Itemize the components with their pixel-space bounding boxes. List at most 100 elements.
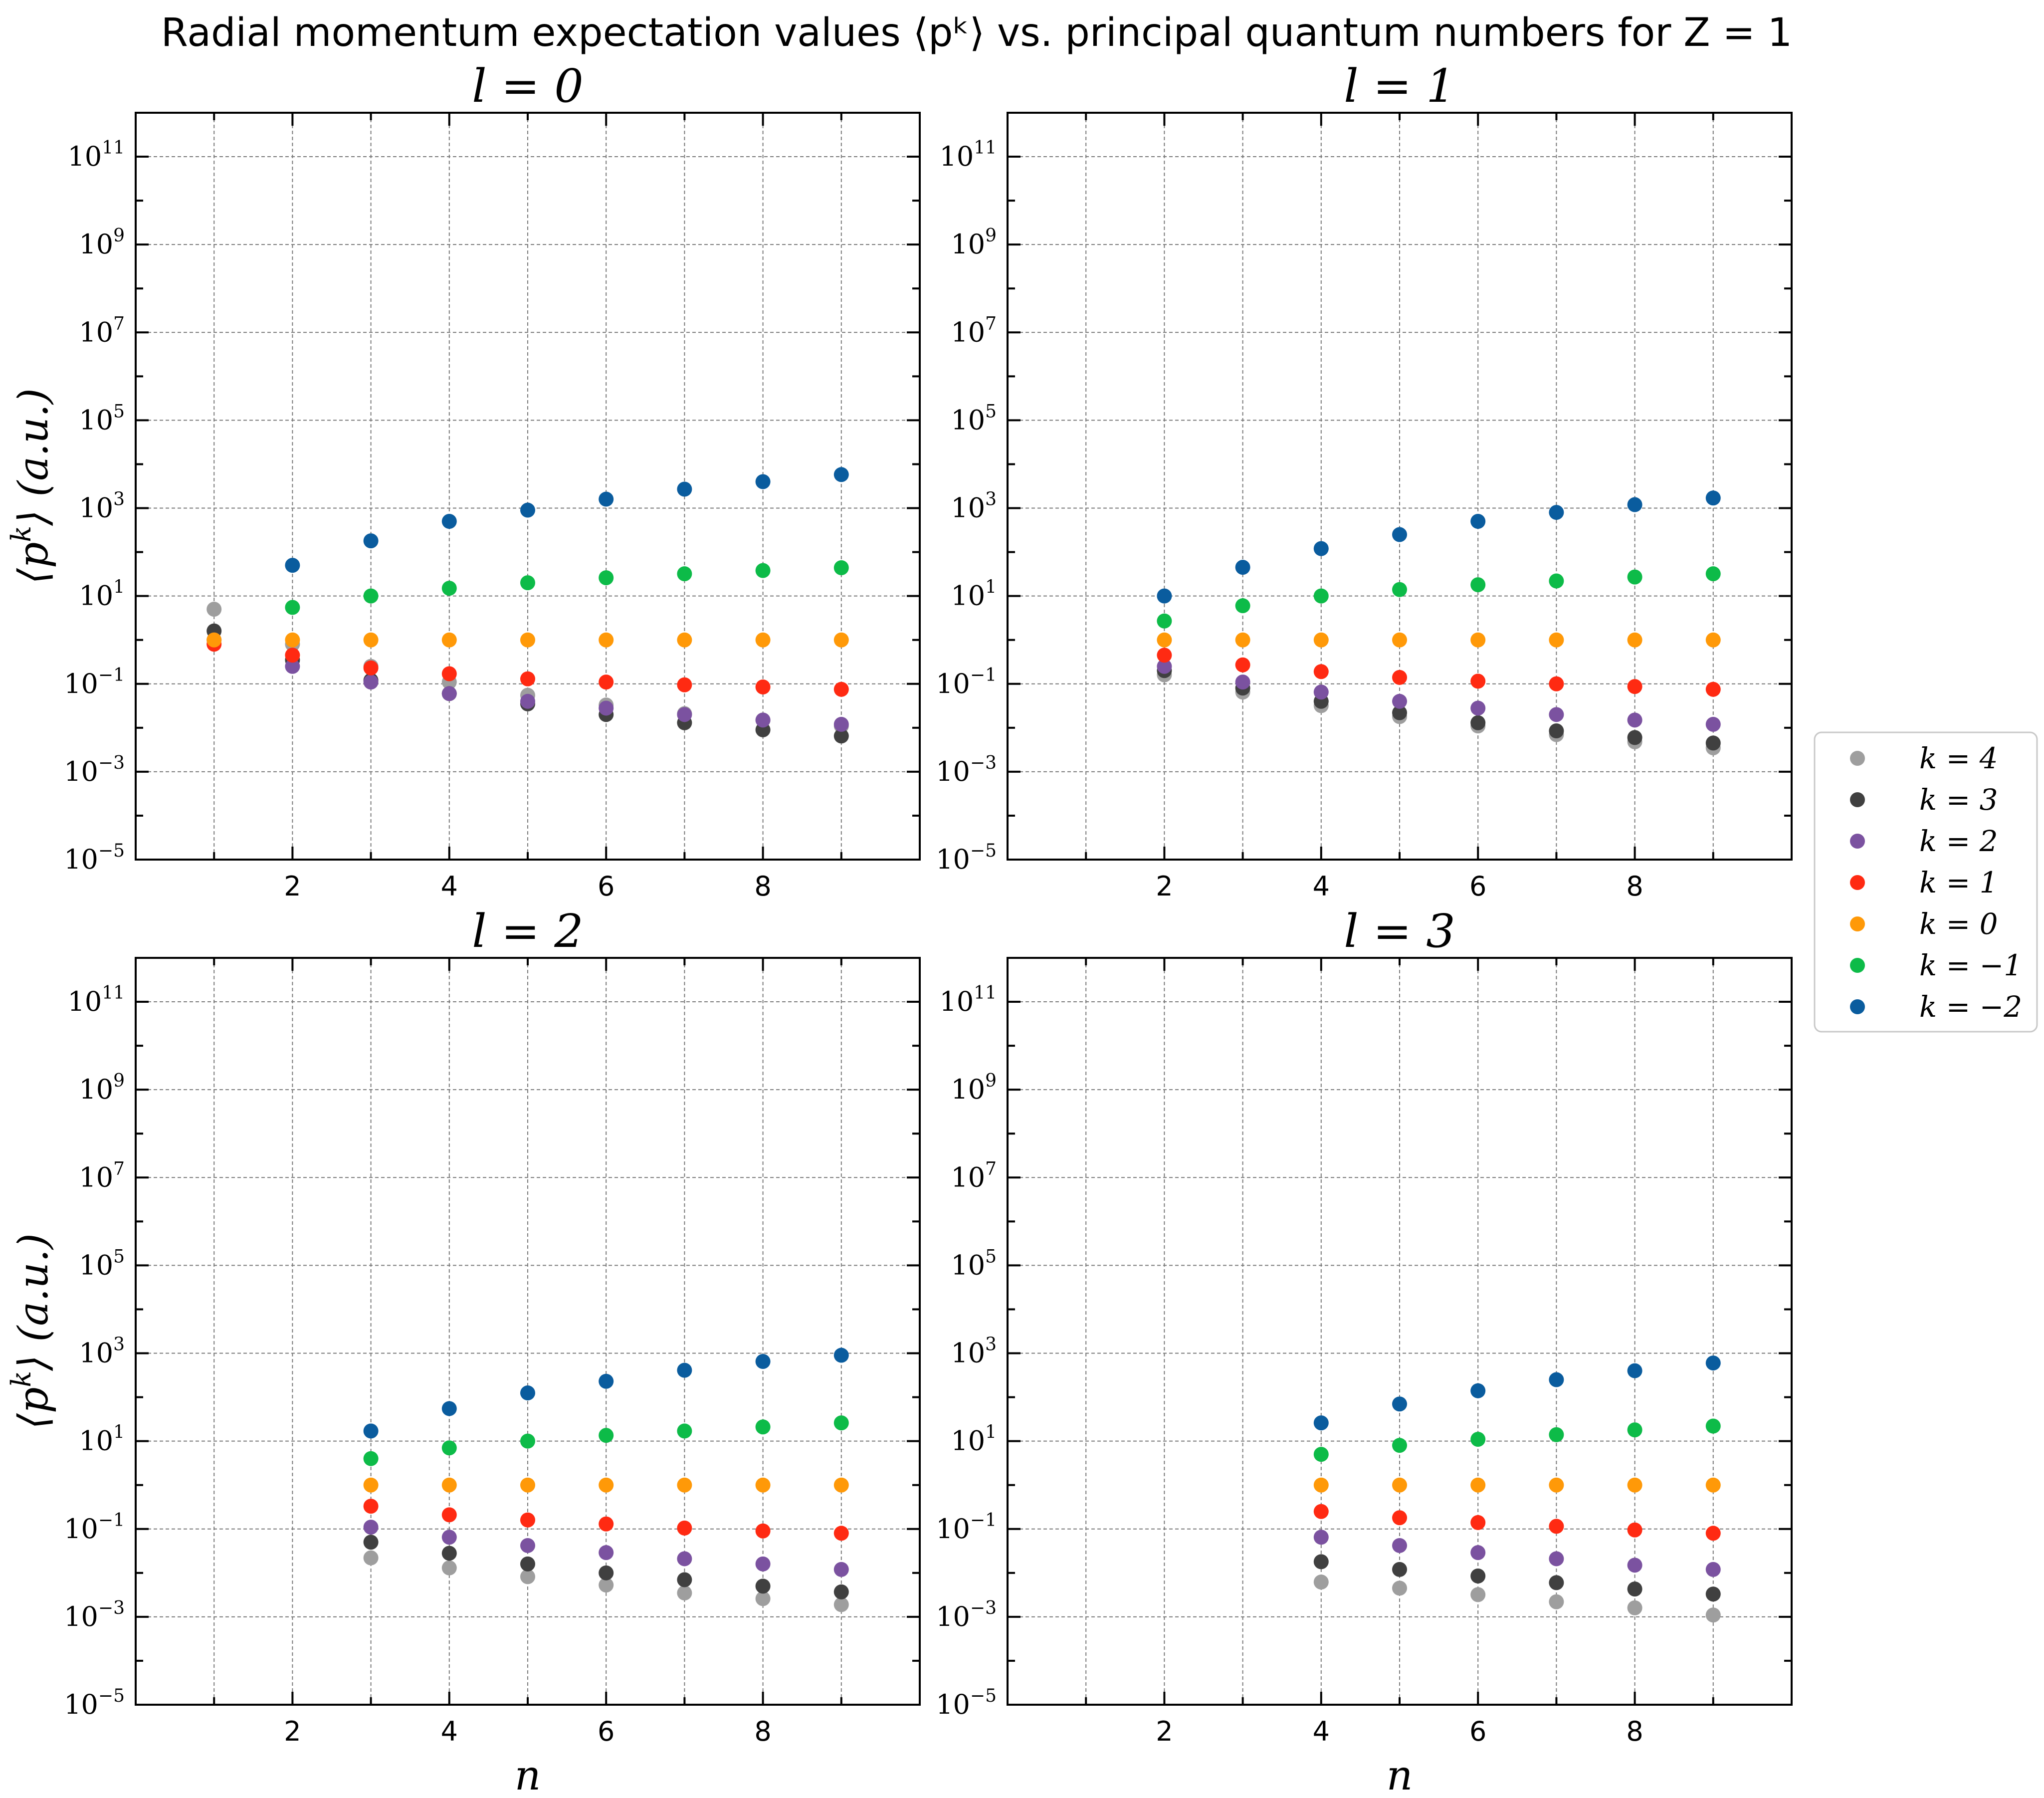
data-point xyxy=(677,481,692,497)
y-tick-label: 1011 xyxy=(939,138,997,172)
series-k=-2 xyxy=(1157,490,1721,604)
data-point xyxy=(1235,674,1250,690)
data-point xyxy=(1705,716,1721,732)
data-point xyxy=(1549,1575,1564,1590)
figure-title: Radial momentum expectation values ⟨pᵏ⟩ … xyxy=(161,10,1793,55)
y-tick-label: 10−1 xyxy=(64,1510,125,1545)
y-tick-label: 109 xyxy=(79,1071,125,1105)
data-point xyxy=(599,674,614,690)
data-point xyxy=(1470,1383,1486,1398)
data-point xyxy=(1705,1477,1721,1493)
data-point xyxy=(520,575,535,591)
data-point xyxy=(755,1591,771,1606)
series-k=0 xyxy=(206,632,849,648)
data-point xyxy=(1705,1355,1721,1371)
subplot-1: l = 0 2 4 6 8 10−5 10−3 10−1 101 103 105 107 109 1011… xyxy=(5,59,921,902)
x-tick-label: 4 xyxy=(1313,871,1330,902)
y-tick-label: 109 xyxy=(79,225,125,260)
data-point xyxy=(1705,490,1721,506)
y-tick-label: 109 xyxy=(951,1071,997,1105)
data-point xyxy=(363,1499,379,1514)
series-k=1 xyxy=(363,1499,849,1541)
data-point xyxy=(1313,684,1329,700)
data-point xyxy=(285,600,300,615)
y-tick-label: 107 xyxy=(79,313,125,348)
legend-marker xyxy=(1850,875,1865,890)
series-k=0 xyxy=(1157,632,1721,648)
data-point xyxy=(833,1584,849,1599)
x-tick-label: 4 xyxy=(441,1716,458,1747)
data-point xyxy=(1627,730,1642,745)
data-point xyxy=(1470,715,1486,730)
data-point xyxy=(755,1523,771,1539)
legend-marker xyxy=(1850,792,1865,807)
data-point xyxy=(1627,1422,1642,1438)
series-k=-1 xyxy=(1157,566,1721,629)
x-tick-label: 2 xyxy=(1156,1716,1173,1747)
data-point xyxy=(441,686,457,701)
y-tick-label: 103 xyxy=(79,489,125,524)
data-point xyxy=(520,1512,535,1528)
y-tick-label: 1011 xyxy=(67,138,125,172)
data-point xyxy=(1705,632,1721,648)
data-point xyxy=(1313,1574,1329,1590)
data-point xyxy=(599,570,614,586)
data-point xyxy=(1235,657,1250,673)
data-point xyxy=(1313,1504,1329,1519)
x-axis-label: n xyxy=(1387,1752,1413,1798)
y-tick-label: 107 xyxy=(951,313,997,348)
y-tick-label: 105 xyxy=(79,1246,125,1281)
series-k=-1 xyxy=(363,1415,849,1466)
legend: k = 4 k = 3 k = 2 k = 1 k = 0 k = −1 k = −2 xyxy=(1814,731,2038,1033)
data-point xyxy=(520,1477,535,1493)
legend-label: k = −1 xyxy=(1919,948,2022,982)
data-point xyxy=(1627,1600,1642,1615)
y-tick-label: 101 xyxy=(951,577,997,612)
x-tick-label: 6 xyxy=(1469,871,1486,902)
data-point xyxy=(1549,1477,1564,1493)
data-point xyxy=(1235,598,1250,614)
data-point xyxy=(285,659,300,674)
data-point xyxy=(363,1477,379,1493)
data-point xyxy=(755,712,771,728)
data-point xyxy=(833,560,849,575)
data-point xyxy=(1705,1526,1721,1541)
data-point xyxy=(677,1520,692,1536)
data-point xyxy=(1313,1477,1329,1493)
subplot-title: l = 3 xyxy=(1344,904,1455,958)
data-point xyxy=(833,1526,849,1541)
data-point xyxy=(677,1551,692,1567)
data-point xyxy=(1392,632,1407,648)
data-point xyxy=(599,1516,614,1532)
data-point xyxy=(677,677,692,692)
data-point xyxy=(833,1477,849,1493)
data-point xyxy=(520,1556,535,1572)
data-point xyxy=(363,1520,379,1535)
data-point xyxy=(755,1354,771,1369)
data-point xyxy=(1470,1477,1486,1493)
data-point xyxy=(1470,1587,1486,1602)
subplot-3: l = 2 2 4 6 8 10−5 10−3 10−1 101 103 105 107 109 1011… xyxy=(5,904,921,1798)
data-point xyxy=(1705,681,1721,697)
data-point xyxy=(599,491,614,507)
data-point xyxy=(755,1477,771,1493)
legend-label: k = 2 xyxy=(1919,824,1998,858)
data-point xyxy=(441,1401,457,1416)
data-point xyxy=(1627,1477,1642,1493)
y-tick-label: 10−3 xyxy=(64,1598,125,1632)
series-k=3 xyxy=(1313,1554,1721,1602)
data-point xyxy=(285,648,300,663)
y-tick-label: 10−5 xyxy=(936,1686,997,1720)
data-point xyxy=(520,693,535,709)
data-point xyxy=(206,602,222,617)
series-k=2 xyxy=(1313,1530,1721,1577)
data-point xyxy=(599,1477,614,1493)
y-axis-label: ⟨pk⟩ (a.u.) xyxy=(5,1233,57,1429)
data-point xyxy=(363,674,379,690)
data-point xyxy=(441,666,457,681)
x-tick-label: 2 xyxy=(284,1716,301,1747)
y-tick-label: 1011 xyxy=(939,983,997,1017)
x-axis-label: n xyxy=(515,1752,541,1798)
legend-marker xyxy=(1850,834,1865,849)
data-point xyxy=(363,1423,379,1439)
